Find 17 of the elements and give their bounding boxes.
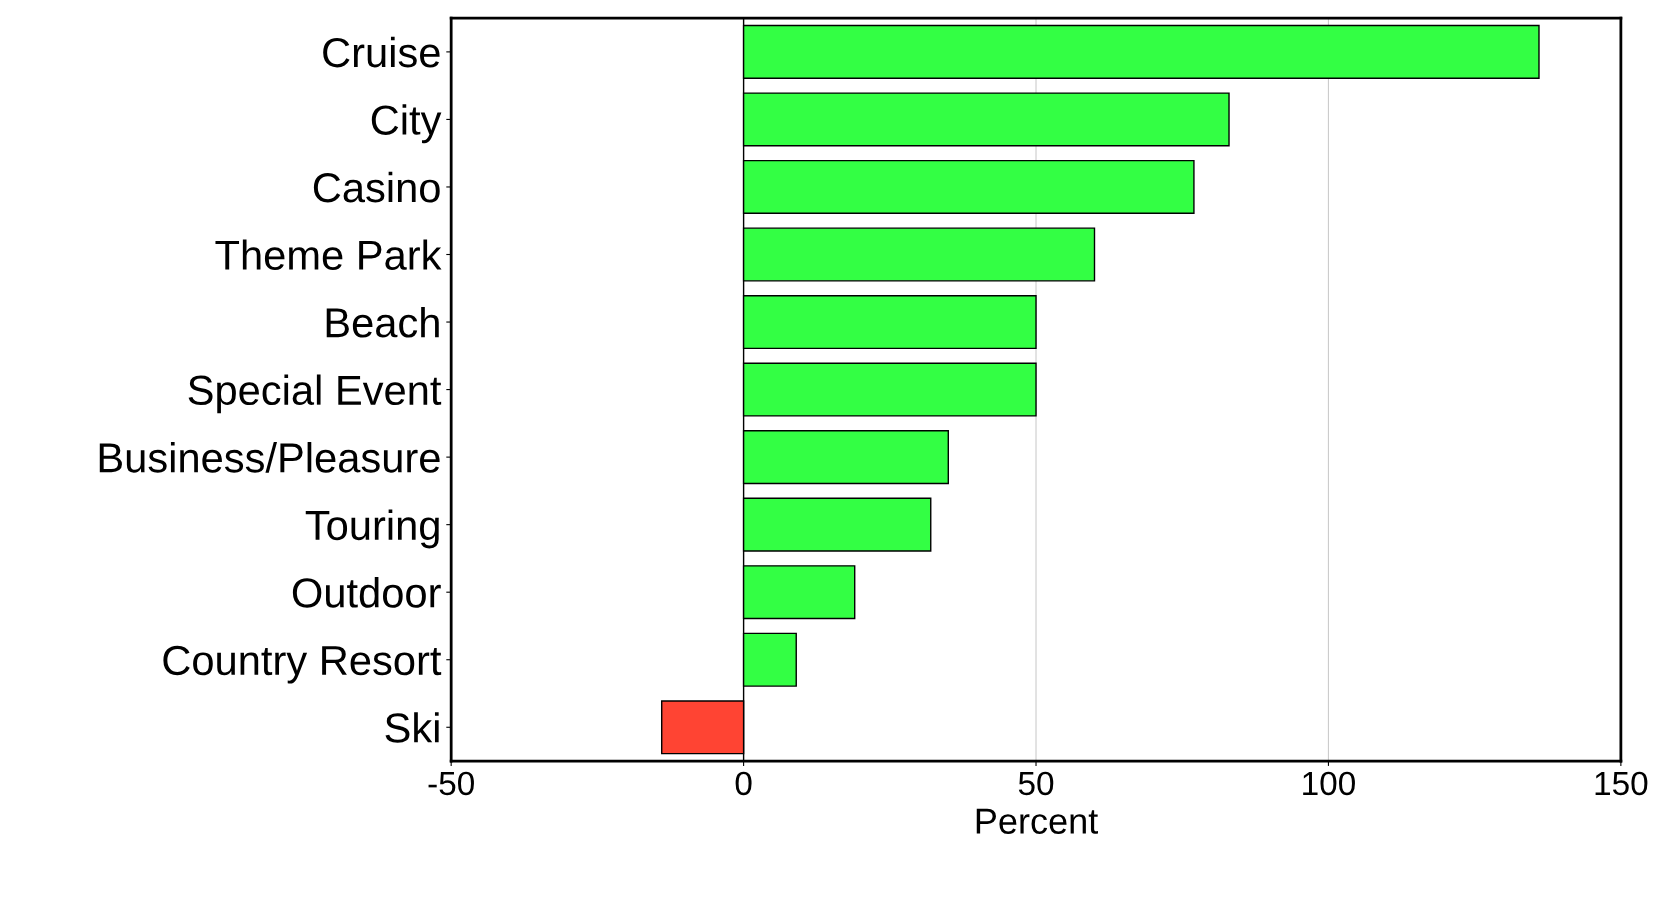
y-tick-label: Country Resort xyxy=(163,645,442,684)
y-tick-label: Cruise xyxy=(323,36,440,68)
y-tick-label: Theme Park xyxy=(215,239,442,271)
x-tick-label: 0 xyxy=(735,771,752,796)
y-tick-label: Outdoor xyxy=(292,577,441,608)
x-tick-label: 100 xyxy=(1303,771,1355,796)
x-tick-label: 150 xyxy=(1595,771,1648,796)
x-tick-label: 50 xyxy=(1018,771,1054,796)
y-tick-label: Touring xyxy=(305,509,439,549)
x-axis-title: Percent xyxy=(976,808,1098,834)
y-tick-label: Beach xyxy=(326,306,439,338)
y-tick-label: Business/Pleasure xyxy=(99,442,440,473)
y-tick-label: Ski xyxy=(385,712,439,743)
y-tick-label: City xyxy=(371,104,442,144)
y-tick-label: Casino xyxy=(313,171,440,203)
y-tick-label: Special Event xyxy=(188,374,442,414)
x-tick-label: -50 xyxy=(428,771,474,796)
